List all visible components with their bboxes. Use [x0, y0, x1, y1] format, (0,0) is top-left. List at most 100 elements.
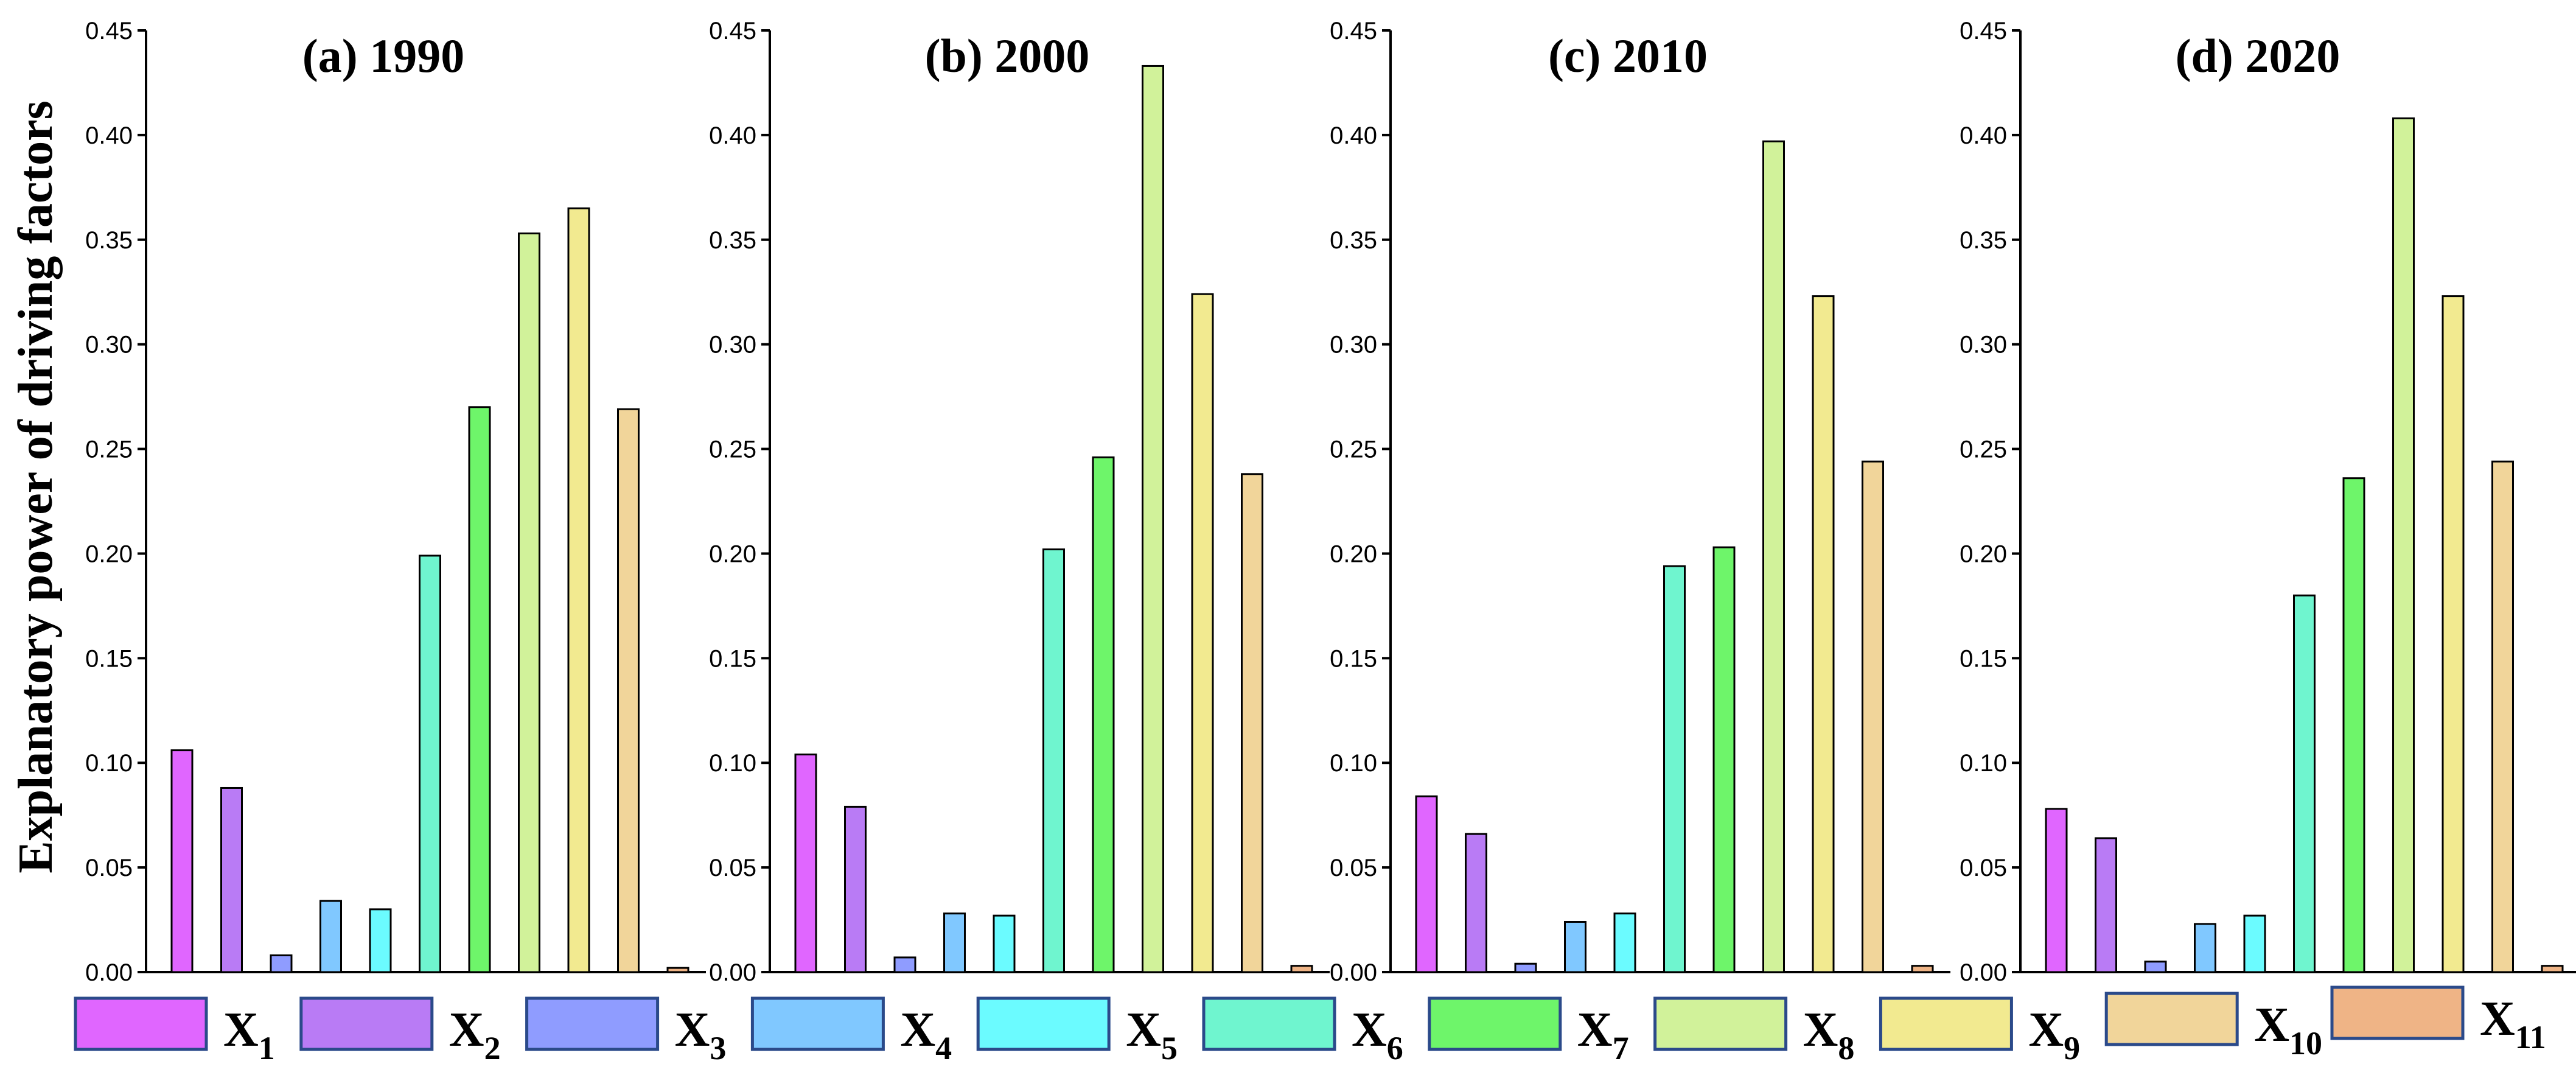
y-tick-label: 0.25: [709, 436, 756, 463]
y-tick-label: 0.15: [709, 645, 756, 672]
bar-x6: [419, 555, 441, 973]
legend-item-7: X7: [1428, 996, 1629, 1066]
y-tick-label: 0.05: [1330, 855, 1377, 881]
y-tick-label: 0.05: [85, 855, 133, 881]
legend-label: X7: [1577, 1003, 1629, 1066]
bar-x2: [2095, 837, 2117, 973]
legend-swatch: [525, 996, 660, 1051]
bar-x7: [468, 406, 491, 973]
panel-title: (b) 2000: [925, 29, 1090, 82]
legend-swatch: [1428, 996, 1562, 1051]
bar-x3: [270, 954, 293, 973]
legend-label: X3: [675, 1003, 727, 1066]
y-tick-label: 0.30: [1960, 332, 2007, 359]
bar-x1: [170, 749, 194, 973]
bar-x8: [2392, 117, 2415, 973]
panel-title: (c) 2010: [1548, 29, 1708, 82]
y-tick-label: 0.35: [85, 227, 133, 254]
y-tick-label: 0.45: [1960, 18, 2007, 44]
bar-x4: [319, 900, 342, 973]
y-tick-label: 0.15: [85, 645, 133, 672]
legend-item-1: X1: [74, 996, 275, 1066]
y-tick-label: 0.40: [709, 122, 756, 149]
panel-4: 0.00 0.05 0.10 0.15 0.20 0.25 0.30 0.35 0.40 0.45…: [1960, 18, 2576, 986]
legend-swatch: [750, 996, 885, 1051]
bar-x2: [844, 805, 867, 973]
legend-item-6: X6: [1202, 996, 1403, 1066]
legend-item-3: X3: [525, 996, 727, 1066]
bar-x1: [794, 753, 817, 973]
y-tick-label: 0.35: [709, 227, 756, 254]
legend-label: X11: [2480, 992, 2546, 1055]
bar-x11: [1290, 965, 1313, 973]
bar-x6: [2293, 594, 2316, 973]
bar-x5: [993, 914, 1016, 973]
y-tick-label: 0.15: [1330, 645, 1377, 672]
panel-3: 0.00 0.05 0.10 0.15 0.20 0.25 0.30 0.35 0.40 0.45…: [1330, 18, 1950, 986]
y-tick-label: 0.25: [1960, 436, 2007, 463]
bar-x9: [1812, 295, 1835, 973]
y-tick-label: 0.35: [1960, 227, 2007, 254]
bar-x4: [2194, 923, 2216, 973]
y-tick-label: 0.00: [85, 959, 133, 986]
bar-x10: [2491, 460, 2514, 973]
bar-x11: [2541, 965, 2564, 973]
y-tick-label: 0.20: [1330, 541, 1377, 567]
legend-item-11: X11: [2330, 985, 2546, 1055]
y-tick-label: 0.10: [1330, 750, 1377, 777]
legend-item-9: X9: [1879, 996, 2080, 1066]
legend-label: X10: [2254, 998, 2322, 1062]
bar-x9: [2442, 295, 2465, 973]
bar-x6: [1663, 565, 1686, 973]
bar-x7: [1712, 546, 1736, 973]
bar-x9: [567, 207, 590, 973]
bar-x4: [1564, 920, 1586, 973]
y-tick-label: 0.30: [85, 332, 133, 359]
y-tick-label: 0.20: [1960, 541, 2007, 567]
legend-item-4: X4: [750, 996, 952, 1066]
bar-x3: [893, 956, 916, 973]
bar-x3: [2144, 961, 2167, 973]
bar-x5: [2243, 914, 2266, 973]
y-tick-label: 0.20: [709, 541, 756, 567]
panel-title: (a) 1990: [302, 29, 464, 82]
bar-x2: [220, 786, 243, 973]
panel-title: (d) 2020: [2176, 29, 2340, 82]
bar-x10: [617, 408, 640, 973]
bar-x5: [1613, 912, 1636, 973]
y-tick-label: 0.40: [85, 122, 133, 149]
panel-1: 0.00 0.05 0.10 0.15 0.20 0.25 0.30 0.35 0.40 0.45…: [85, 18, 706, 986]
y-tick-label: 0.10: [709, 750, 756, 777]
y-tick-label: 0.10: [85, 750, 133, 777]
y-tick-label: 0.25: [1330, 436, 1377, 463]
bar-x10: [1862, 460, 1884, 973]
legend-swatch: [299, 996, 434, 1051]
legend-swatch: [976, 996, 1111, 1051]
y-tick-label: 0.05: [709, 855, 756, 881]
legend-label: X4: [900, 1003, 952, 1066]
y-tick-label: 0.30: [709, 332, 756, 359]
bar-x11: [666, 967, 689, 973]
y-tick-label: 0.35: [1330, 227, 1377, 254]
bar-x2: [1465, 833, 1487, 973]
y-tick-label: 0.20: [85, 541, 133, 567]
y-tick-label: 0.25: [85, 436, 133, 463]
y-tick-label: 0.05: [1960, 855, 2007, 881]
bar-x11: [1911, 965, 1934, 973]
bar-x8: [1142, 65, 1164, 973]
bar-x7: [2342, 477, 2365, 973]
y-tick-label: 0.30: [1330, 332, 1377, 359]
legend-label: X6: [1352, 1003, 1403, 1066]
legend-swatch: [1653, 996, 1788, 1051]
bar-x1: [1415, 795, 1438, 973]
legend-swatch: [74, 996, 208, 1051]
legend-item-5: X5: [976, 996, 1178, 1066]
bar-x8: [518, 232, 540, 973]
legend-swatch: [1202, 996, 1336, 1051]
bar-x8: [1762, 140, 1785, 973]
bar-x3: [1514, 962, 1537, 973]
y-tick-label: 0.40: [1960, 122, 2007, 149]
y-tick-label: 0.00: [1330, 959, 1377, 986]
bar-x1: [2045, 808, 2068, 973]
